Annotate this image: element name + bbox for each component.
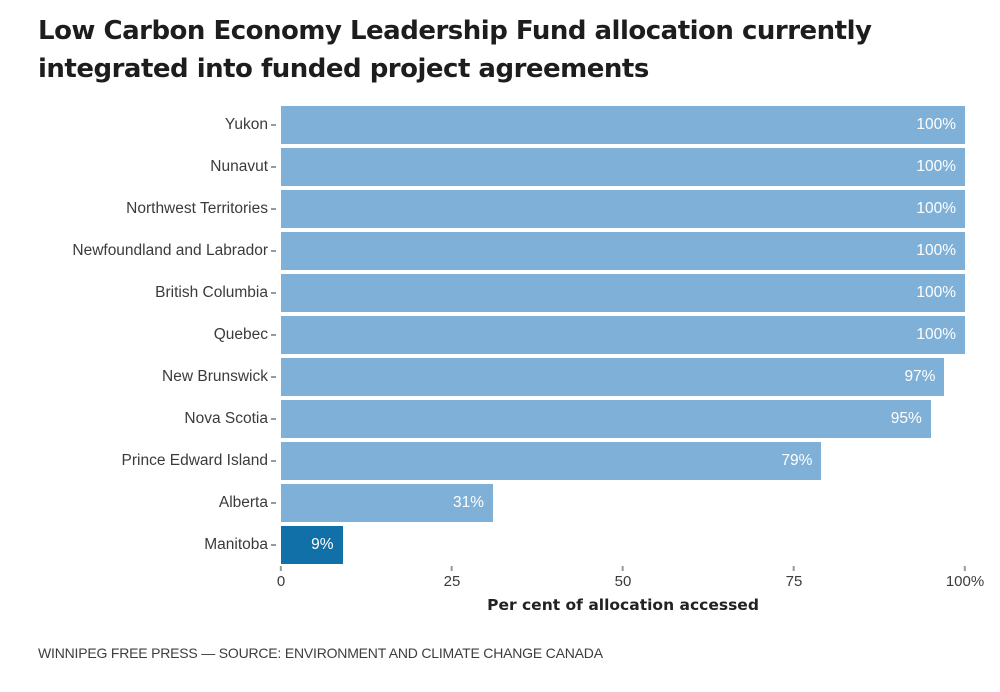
bar-value-label: 100%: [916, 116, 956, 133]
x-axis-tick: 25: [443, 566, 461, 590]
y-axis-tick-mark: [271, 250, 276, 252]
y-axis-tick-mark: [271, 418, 276, 420]
category-label: Nova Scotia: [184, 410, 268, 427]
category-label: Prince Edward Island: [121, 452, 268, 469]
chart-title: Low Carbon Economy Leadership Fund alloc…: [38, 12, 958, 88]
x-axis-tick-label: 25: [443, 573, 461, 590]
category-label: Yukon: [224, 116, 268, 133]
bar-value-label: 97%: [904, 368, 936, 385]
bar-track: 31%: [281, 484, 965, 522]
y-axis-tick-mark: [271, 334, 276, 336]
chart-title-line-1: Low Carbon Economy Leadership Fund alloc…: [38, 16, 872, 46]
bar-row: Quebec 100%: [0, 314, 1000, 356]
source-line: WINNIPEG FREE PRESS — SOURCE: ENVIRONMEN…: [38, 645, 603, 661]
bar-track: 95%: [281, 400, 965, 438]
bar: 95%: [281, 400, 931, 438]
bar-value-label: 100%: [916, 242, 956, 259]
bar-track: 100%: [281, 316, 965, 354]
bar: 100%: [281, 106, 965, 144]
category-label: Nunavut: [210, 158, 268, 175]
bar: 100%: [281, 232, 965, 270]
x-axis-tick-mark: [964, 566, 966, 571]
bar-value-label: 100%: [916, 284, 956, 301]
category-label: Manitoba: [204, 536, 268, 553]
bar-row: British Columbia 100%: [0, 272, 1000, 314]
x-axis-tick: 50: [614, 566, 632, 590]
bar-track: 9%: [281, 526, 965, 564]
category-label: Alberta: [218, 494, 268, 511]
x-axis: 0 25 50 75 100%: [0, 566, 1000, 596]
x-axis-tick-mark: [451, 566, 453, 571]
y-axis-tick-mark: [271, 460, 276, 462]
bar-track: 100%: [281, 232, 965, 270]
bar: 9%: [281, 526, 343, 564]
bar: 100%: [281, 316, 965, 354]
bar-row: Prince Edward Island 79%: [0, 440, 1000, 482]
bar-row: New Brunswick 97%: [0, 356, 1000, 398]
y-axis-tick-mark: [271, 166, 276, 168]
y-axis-tick-mark: [271, 376, 276, 378]
bar-track: 100%: [281, 106, 965, 144]
bar-track: 97%: [281, 358, 965, 396]
bar-chart: Yukon 100% Nunavut 100% Northwest Territorie…: [0, 104, 1000, 566]
y-axis-tick-mark: [271, 544, 276, 546]
bar: 79%: [281, 442, 822, 480]
x-axis-title: Per cent of allocation accessed: [487, 596, 759, 614]
bar-value-label: 100%: [916, 326, 956, 343]
bar-row: Newfoundland and Labrador 100%: [0, 230, 1000, 272]
bar-row: Northwest Territories 100%: [0, 188, 1000, 230]
bar: 100%: [281, 274, 965, 312]
bar-track: 79%: [281, 442, 965, 480]
category-label: Quebec: [213, 326, 268, 343]
y-axis-tick-mark: [271, 124, 276, 126]
x-axis-tick-label: 50: [614, 573, 632, 590]
x-axis-tick-label: 100%: [945, 573, 985, 590]
bar-value-label: 100%: [916, 158, 956, 175]
y-axis-tick-mark: [271, 502, 276, 504]
category-label: Newfoundland and Labrador: [72, 242, 268, 259]
x-axis-tick: 0: [277, 566, 285, 590]
x-axis-tick: 75: [785, 566, 803, 590]
bar-value-label: 9%: [311, 536, 334, 553]
x-axis-tick-label: 0: [276, 573, 286, 590]
bar-value-label: 95%: [890, 410, 922, 427]
y-axis-tick-mark: [271, 208, 276, 210]
bar-value-label: 79%: [781, 452, 813, 469]
bar-row: Nova Scotia 95%: [0, 398, 1000, 440]
bar-value-label: 31%: [453, 494, 485, 511]
bar-value-label: 100%: [916, 200, 956, 217]
bar-track: 100%: [281, 274, 965, 312]
chart-title-line-2: integrated into funded project agreement…: [38, 54, 649, 84]
x-axis-tick: 100%: [946, 566, 984, 590]
bar-track: 100%: [281, 190, 965, 228]
x-axis-tick-mark: [793, 566, 795, 571]
bar-row: Alberta 31%: [0, 482, 1000, 524]
bar-track: 100%: [281, 148, 965, 186]
x-axis-tick-mark: [622, 566, 624, 571]
x-axis-tick-mark: [280, 566, 282, 571]
bar: 31%: [281, 484, 494, 522]
bar-row: Nunavut 100%: [0, 146, 1000, 188]
bar-row: Manitoba 9%: [0, 524, 1000, 566]
category-label: British Columbia: [155, 284, 268, 301]
bar-row: Yukon 100%: [0, 104, 1000, 146]
y-axis-tick-mark: [271, 292, 276, 294]
bar: 100%: [281, 190, 965, 228]
category-label: New Brunswick: [162, 368, 268, 385]
x-axis-tick-label: 75: [785, 573, 803, 590]
bar: 97%: [281, 358, 945, 396]
bar: 100%: [281, 148, 965, 186]
category-label: Northwest Territories: [126, 200, 268, 217]
